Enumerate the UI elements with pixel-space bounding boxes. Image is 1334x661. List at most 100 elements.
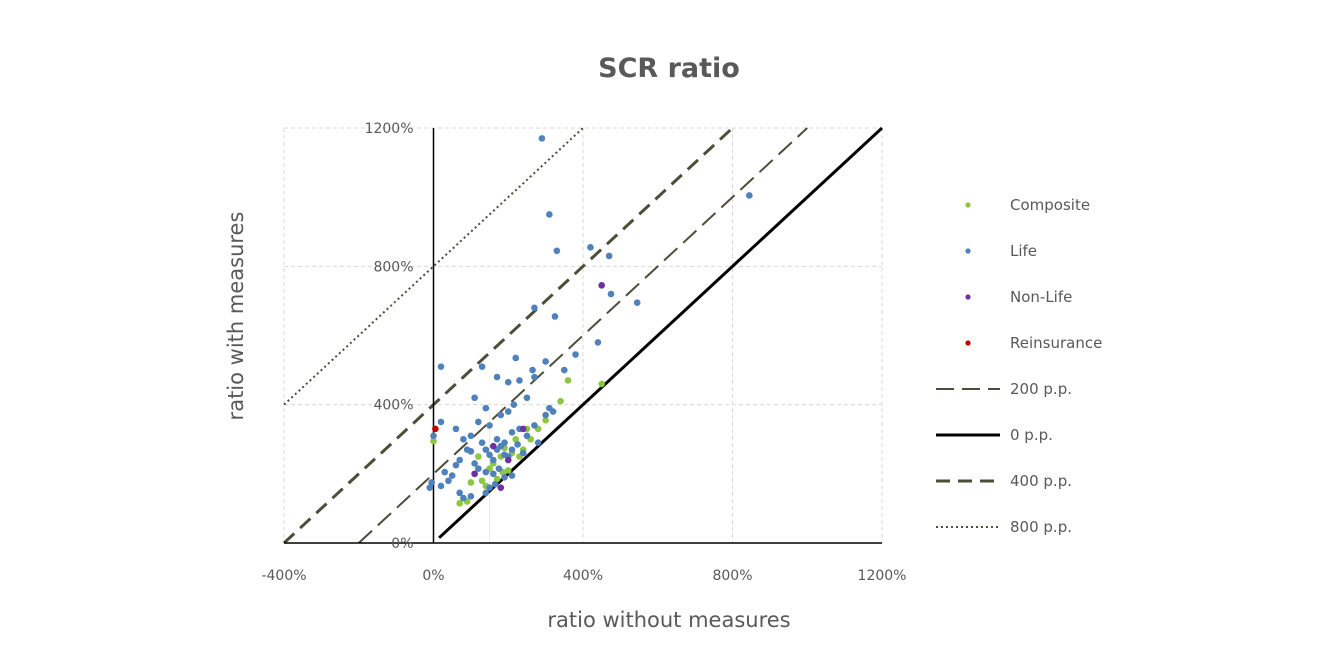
point-life xyxy=(471,394,478,402)
x-tick-labels: -400% 0% 400% 800% 1200% xyxy=(261,568,906,584)
point-life xyxy=(542,411,549,419)
point-life xyxy=(523,394,531,402)
point-life xyxy=(428,479,435,486)
point-non-life xyxy=(497,484,505,491)
point-life xyxy=(445,477,452,485)
point-life xyxy=(561,366,568,374)
point-life xyxy=(523,432,531,440)
point-life xyxy=(746,192,753,199)
point-life xyxy=(478,363,486,370)
point-life xyxy=(531,422,538,429)
point-life xyxy=(501,473,508,481)
point-life xyxy=(441,468,449,476)
point-life xyxy=(542,358,549,365)
data-points xyxy=(426,135,753,507)
point-life xyxy=(508,429,516,436)
x-tick-label: 400% xyxy=(563,568,603,584)
reference-line xyxy=(282,126,734,545)
point-composite xyxy=(512,435,520,443)
point-life xyxy=(514,441,521,448)
point-composite xyxy=(542,416,549,424)
point-life xyxy=(426,484,434,491)
legend-marker xyxy=(965,202,971,208)
point-composite xyxy=(493,475,501,483)
point-composite xyxy=(504,467,512,474)
point-non-life xyxy=(490,442,497,450)
point-life xyxy=(475,418,482,426)
legend-label: Composite xyxy=(1010,196,1090,214)
point-life xyxy=(490,456,497,464)
point-non-life xyxy=(471,470,478,478)
point-life xyxy=(490,470,497,478)
point-life xyxy=(482,404,490,412)
legend-label: 0 p.p. xyxy=(1010,426,1053,444)
point-life xyxy=(463,446,471,453)
point-life xyxy=(482,468,490,476)
point-life xyxy=(456,489,463,497)
x-tick-label: -400% xyxy=(261,568,306,584)
point-life xyxy=(512,354,520,362)
point-life xyxy=(471,460,478,467)
x-axis-title: ratio without measures xyxy=(547,608,790,632)
point-life xyxy=(497,442,505,450)
y-tick-label: 800% xyxy=(373,259,413,275)
chart-title: SCR ratio xyxy=(598,53,740,84)
point-composite xyxy=(456,499,463,507)
point-life xyxy=(529,366,536,374)
point-life xyxy=(482,446,490,453)
point-life xyxy=(508,446,516,453)
y-tick-label: 400% xyxy=(373,398,413,414)
point-life xyxy=(516,377,523,384)
point-composite xyxy=(564,377,572,384)
point-composite xyxy=(557,397,564,405)
point-composite xyxy=(475,453,482,460)
point-non-life xyxy=(598,282,605,289)
point-life xyxy=(519,449,527,457)
point-life xyxy=(572,351,579,358)
point-life xyxy=(549,408,557,415)
y-tick-labels: 0% 400% 800% 1200% xyxy=(365,121,414,552)
point-life xyxy=(497,411,505,419)
x-tick-label: 1200% xyxy=(858,568,907,584)
legend-marker xyxy=(965,340,971,346)
point-life xyxy=(452,461,460,469)
legend-marker xyxy=(965,294,971,300)
point-composite xyxy=(430,437,437,445)
point-life xyxy=(430,432,437,440)
point-life xyxy=(633,299,641,306)
axes xyxy=(284,128,882,544)
point-life xyxy=(491,480,499,488)
point-life xyxy=(452,425,460,433)
point-life xyxy=(437,482,445,490)
point-composite xyxy=(478,477,486,485)
point-life xyxy=(486,484,493,491)
point-life xyxy=(504,408,512,415)
point-life xyxy=(546,211,553,218)
x-tick-label: 0% xyxy=(422,568,444,584)
legend-label: 800 p.p. xyxy=(1010,518,1072,536)
point-life xyxy=(508,472,516,479)
reference-line xyxy=(358,127,808,544)
legend-label: Non-Life xyxy=(1010,288,1072,306)
point-life xyxy=(467,493,475,500)
point-life xyxy=(553,247,561,255)
y-axis-title: ratio with measures xyxy=(224,212,248,421)
point-life xyxy=(493,373,501,381)
grid xyxy=(283,127,883,544)
point-life xyxy=(460,435,467,443)
legend-label: 200 p.p. xyxy=(1010,380,1072,398)
legend: Composite Life Non-Life Reinsurance 200 p.p.… xyxy=(936,196,1102,536)
point-life xyxy=(475,465,482,472)
point-life xyxy=(460,494,467,502)
point-life xyxy=(478,439,486,447)
point-life xyxy=(594,339,602,346)
point-life xyxy=(587,244,594,251)
point-life xyxy=(467,432,475,440)
point-life xyxy=(504,378,512,386)
point-life xyxy=(456,456,463,464)
point-life xyxy=(605,252,613,260)
reference-lines xyxy=(282,126,884,545)
point-life xyxy=(510,401,518,408)
point-life xyxy=(486,422,493,429)
